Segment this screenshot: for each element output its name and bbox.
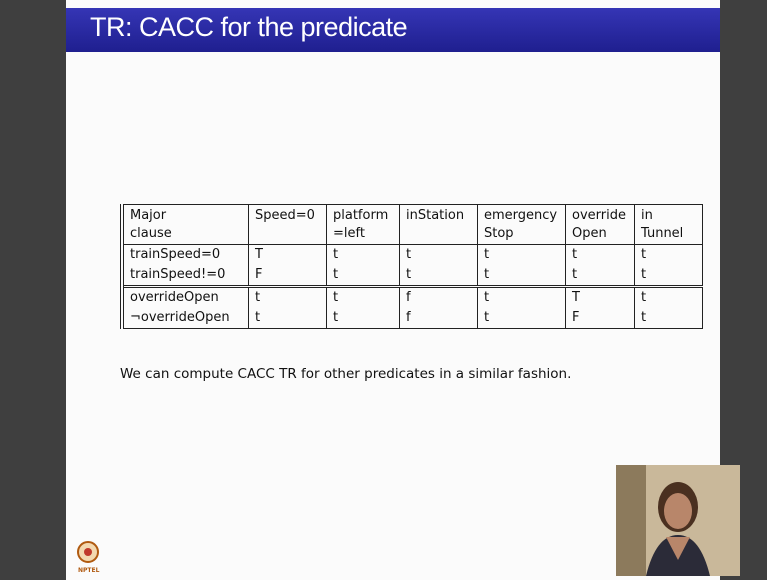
header-line: override <box>572 208 626 223</box>
table-cell: overrideOpen <box>122 285 249 308</box>
note: We can compute CACC TR for other predica… <box>120 366 572 382</box>
table-cell: t <box>565 265 635 287</box>
header-line: clause <box>130 226 172 241</box>
table-cell: ¬overrideOpen <box>130 310 230 325</box>
logo <box>77 541 99 563</box>
header-line: Open <box>572 226 607 241</box>
table-cell: trainSpeed!=0 <box>130 267 226 282</box>
table-cell: t <box>326 244 400 265</box>
table-cell: t <box>248 285 327 308</box>
table-cell: trainSpeed=0 <box>130 247 221 262</box>
table-cell: t <box>565 244 635 265</box>
table-cell: t <box>399 244 478 265</box>
table-cell: t <box>634 285 703 308</box>
table-cell: t <box>477 308 566 329</box>
header-line: inStation <box>406 208 465 223</box>
table-cell: t <box>326 285 400 308</box>
speaker-video <box>616 465 740 576</box>
header-cell: platform =left <box>326 204 400 245</box>
table-cell: t <box>326 265 400 287</box>
header-cell: in Tunnel <box>634 204 703 245</box>
table-cell: F <box>565 308 635 329</box>
table-cell: f <box>399 285 478 308</box>
header-line: Stop <box>484 226 514 241</box>
table-cell: t <box>326 308 400 329</box>
logo-label: NPTEL <box>78 567 100 574</box>
table-cell: f <box>399 308 478 329</box>
truth-table: Major clause Speed=0 platform =left inStation… <box>120 204 703 329</box>
table-cell: t <box>634 265 703 287</box>
table-cell: t <box>399 265 478 287</box>
header-line: Tunnel <box>641 226 684 241</box>
header-line: =left <box>333 226 365 241</box>
header-cell: emergency Stop <box>477 204 566 245</box>
table-cell: F <box>248 265 327 287</box>
table-cell: t <box>477 285 566 308</box>
header-line: Major <box>130 208 167 223</box>
header-row: Major clause Speed=0 platform =left inStation… <box>122 204 703 245</box>
table-cell: T <box>565 285 635 308</box>
table-cell: T <box>248 244 327 265</box>
table-cell: t <box>477 244 566 265</box>
table-cell: t <box>477 265 566 287</box>
header-line: platform <box>333 208 389 223</box>
header-cell: inStation <box>399 204 478 245</box>
table-cell: t <box>634 308 703 329</box>
header-line: emergency <box>484 208 558 223</box>
header-cell: Speed=0 <box>248 204 327 245</box>
header-line: Speed=0 <box>255 208 315 223</box>
header-line: in <box>641 208 653 223</box>
header-cell: Major clause <box>122 204 249 245</box>
header-cell: override Open <box>565 204 635 245</box>
slide-title: TR: CACC for the predicate <box>90 12 408 42</box>
table-cell: t <box>634 244 703 265</box>
table-cell: t <box>248 308 327 329</box>
title-bar <box>66 8 720 52</box>
